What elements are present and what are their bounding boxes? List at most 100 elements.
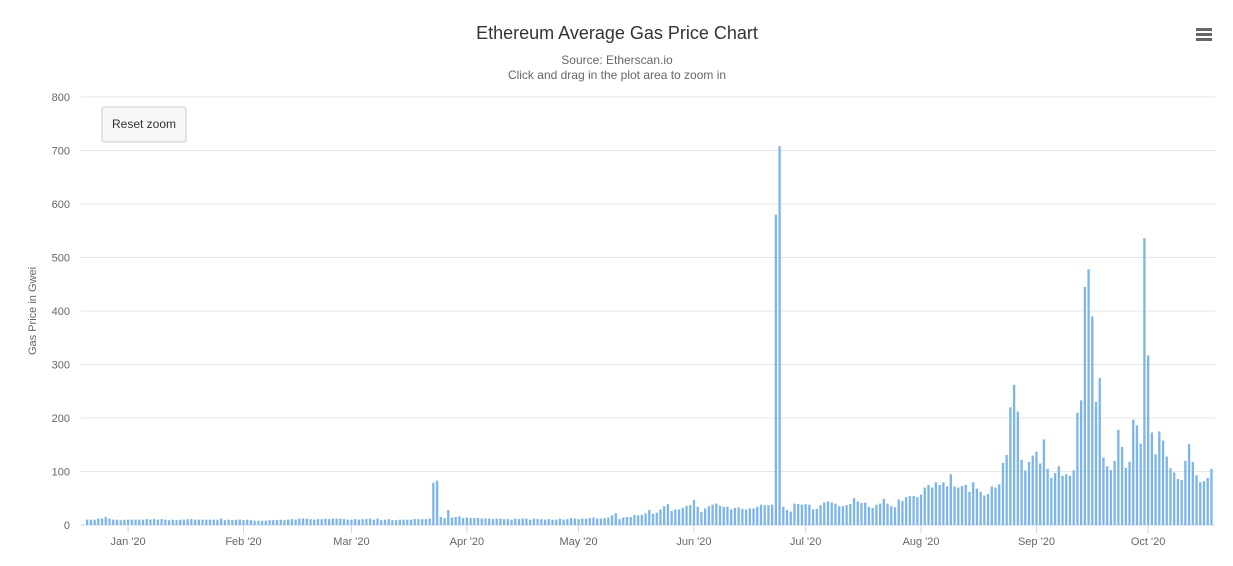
bar[interactable] — [1005, 454, 1008, 525]
bar[interactable] — [238, 519, 241, 525]
bar[interactable] — [197, 519, 200, 525]
bar[interactable] — [1042, 439, 1046, 525]
bar[interactable] — [1161, 440, 1165, 525]
bar[interactable] — [480, 518, 483, 525]
bar[interactable] — [465, 517, 469, 525]
bar[interactable] — [666, 504, 670, 525]
bar[interactable] — [115, 519, 119, 525]
bar[interactable] — [1210, 468, 1213, 525]
bar[interactable] — [808, 504, 811, 525]
bar[interactable] — [562, 519, 565, 525]
bar[interactable] — [860, 503, 863, 525]
bar[interactable] — [759, 504, 763, 525]
bar[interactable] — [432, 482, 435, 525]
bar[interactable] — [756, 506, 759, 525]
bar[interactable] — [752, 508, 755, 525]
bar[interactable] — [138, 519, 141, 525]
bar[interactable] — [912, 496, 915, 525]
bar[interactable] — [305, 518, 308, 525]
bar[interactable] — [335, 518, 338, 525]
bar[interactable] — [327, 519, 331, 525]
bar[interactable] — [1169, 468, 1172, 525]
bar[interactable] — [1143, 238, 1146, 526]
bar[interactable] — [372, 519, 375, 525]
bar[interactable] — [339, 518, 342, 525]
bar[interactable] — [573, 518, 576, 525]
bar[interactable] — [1020, 459, 1023, 525]
bar[interactable] — [867, 506, 871, 525]
bar[interactable] — [313, 519, 316, 525]
bar[interactable] — [1191, 461, 1194, 525]
bar[interactable] — [629, 516, 632, 525]
bar[interactable] — [112, 519, 115, 525]
bar[interactable] — [953, 486, 956, 525]
bar[interactable] — [964, 484, 967, 526]
bar[interactable] — [1039, 463, 1042, 525]
bar[interactable] — [387, 519, 390, 525]
bar[interactable] — [272, 520, 275, 525]
bar[interactable] — [610, 515, 614, 525]
bar[interactable] — [670, 511, 673, 525]
bar[interactable] — [413, 519, 416, 525]
bar[interactable] — [301, 518, 305, 525]
bar[interactable] — [220, 518, 223, 525]
bar[interactable] — [476, 518, 480, 525]
bar[interactable] — [391, 520, 394, 525]
bar[interactable] — [268, 520, 271, 525]
bar[interactable] — [886, 503, 889, 525]
bar[interactable] — [1027, 461, 1031, 525]
bar[interactable] — [208, 519, 212, 525]
bar[interactable] — [707, 506, 711, 525]
bar[interactable] — [763, 505, 766, 525]
bar[interactable] — [491, 519, 495, 525]
bar[interactable] — [703, 508, 707, 525]
reset-zoom-button[interactable]: Reset zoom — [101, 106, 187, 143]
bar[interactable] — [119, 520, 122, 525]
bar[interactable] — [782, 506, 785, 525]
bar[interactable] — [864, 502, 867, 525]
bar[interactable] — [715, 503, 718, 525]
bar[interactable] — [655, 512, 658, 525]
bar[interactable] — [1206, 477, 1209, 525]
bar[interactable] — [153, 519, 156, 525]
bar[interactable] — [424, 519, 428, 525]
bar[interactable] — [402, 519, 405, 525]
bar[interactable] — [227, 519, 230, 525]
bar[interactable] — [309, 519, 312, 525]
bar[interactable] — [86, 519, 89, 525]
bar[interactable] — [636, 515, 640, 525]
bar[interactable] — [923, 487, 926, 525]
bar[interactable] — [246, 519, 249, 525]
bar[interactable] — [1012, 384, 1016, 525]
bar[interactable] — [569, 518, 573, 525]
bar[interactable] — [603, 518, 606, 525]
bar[interactable] — [368, 518, 372, 525]
bar[interactable] — [320, 519, 323, 525]
bar[interactable] — [949, 474, 952, 525]
bar[interactable] — [1109, 469, 1113, 525]
bar[interactable] — [179, 519, 182, 525]
bar[interactable] — [551, 519, 554, 525]
bar[interactable] — [983, 495, 986, 525]
bar[interactable] — [957, 487, 960, 525]
bar[interactable] — [934, 482, 938, 525]
bar[interactable] — [275, 520, 279, 525]
bar[interactable] — [1053, 473, 1057, 525]
bar[interactable] — [815, 508, 818, 525]
bar[interactable] — [350, 519, 353, 525]
bar[interactable] — [737, 507, 740, 525]
bar[interactable] — [1102, 457, 1105, 525]
bar[interactable] — [1098, 377, 1101, 526]
bar[interactable] — [793, 503, 796, 525]
bar[interactable] — [648, 510, 651, 525]
bar[interactable] — [458, 516, 461, 525]
bar[interactable] — [558, 518, 562, 525]
bar[interactable] — [972, 482, 975, 525]
bar[interactable] — [398, 519, 402, 525]
bar[interactable] — [744, 509, 748, 525]
bar[interactable] — [1076, 412, 1079, 525]
bar[interactable] — [1154, 454, 1157, 525]
bar[interactable] — [852, 498, 856, 525]
bar[interactable] — [748, 508, 751, 525]
bar[interactable] — [93, 519, 96, 525]
